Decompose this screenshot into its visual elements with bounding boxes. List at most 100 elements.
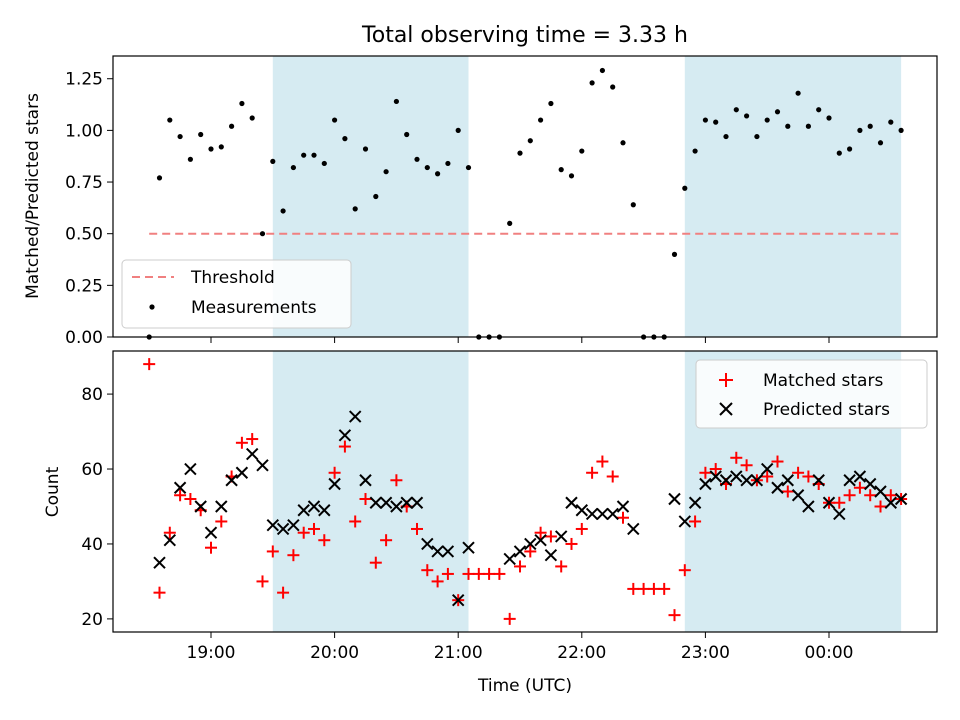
measurement-point [373, 193, 379, 200]
measurement-point [630, 202, 636, 208]
top-y-tick-label: 1.25 [65, 70, 103, 90]
predicted-star-marker [513, 545, 527, 558]
predicted-marker-b [534, 533, 547, 547]
measurement-point [548, 100, 554, 107]
predicted-star-marker [833, 507, 846, 521]
matched-star-marker [792, 466, 805, 479]
predicted-marker-b [163, 533, 177, 547]
predicted-star-marker [760, 462, 774, 476]
matched-star-marker [709, 463, 722, 476]
predicted-marker-b [668, 492, 681, 506]
predicted-star-marker [266, 519, 280, 532]
matched-star-marker [884, 489, 897, 502]
measurement-point [311, 152, 317, 158]
matched-star-marker [627, 582, 640, 595]
measurement-point [517, 150, 523, 156]
matched-star-marker [390, 474, 403, 487]
measurement-point [888, 119, 894, 125]
measurement-point [218, 144, 224, 150]
predicted-star-marker [740, 474, 753, 487]
predicted-star-marker [575, 504, 589, 517]
predicted-star-marker [163, 533, 177, 547]
predicted-marker-b [173, 481, 187, 494]
predicted-marker-b [256, 459, 269, 472]
predicted-marker-b [524, 537, 537, 551]
predicted-marker-b [585, 507, 599, 521]
matched-star-marker [184, 492, 197, 505]
predicted-star-marker [884, 496, 898, 509]
predicted-star-marker [369, 496, 383, 509]
measurement-point [713, 119, 719, 125]
predicted-marker-b [338, 429, 352, 442]
matched-star-marker [864, 489, 877, 502]
predicted-star-marker [421, 537, 434, 551]
measurement-point [671, 251, 678, 257]
measurement-point [877, 140, 884, 146]
predicted-marker-b [235, 466, 249, 479]
observing-window-band [272, 351, 469, 632]
predicted-marker-b [153, 556, 166, 569]
bottom-y-axis-label: Count [43, 466, 63, 517]
matched-star-marker [606, 470, 619, 483]
predicted-star-marker [791, 489, 805, 502]
predicted-star-marker [750, 474, 764, 487]
predicted-star-marker [853, 470, 867, 483]
matched-star-marker [359, 492, 372, 505]
measurement-point [847, 146, 853, 152]
predicted-star-marker [400, 496, 413, 509]
top-panel-ratio: Total observing time = 3.33 h 0.000.250.… [23, 23, 938, 348]
predicted-star-marker [184, 462, 197, 476]
matched-star-marker [277, 586, 290, 599]
predicted-star-marker [874, 485, 887, 498]
predicted-star-marker [585, 507, 599, 521]
matched-star-marker [297, 526, 310, 539]
predicted-star-marker [678, 515, 692, 528]
predicted-star-marker [462, 541, 475, 554]
measurement-point [424, 164, 430, 171]
predicted-marker-b [225, 474, 238, 487]
top-legend-box [121, 259, 352, 329]
measurement-point [249, 115, 255, 121]
measurement-point [321, 160, 327, 167]
matched-star-marker [699, 466, 712, 479]
predicted-star-marker [204, 526, 218, 539]
matched-star-marker [637, 582, 650, 595]
bottom-panel-counts: 19:00 20:00 21:00 22:00 23:00 00:00 20 40 60 80 C… [43, 350, 938, 696]
measurement-points [146, 67, 904, 340]
predicted-marker-b [554, 530, 568, 543]
matched-star-marker [349, 515, 362, 528]
predicted-star-marker [194, 500, 207, 513]
measurement-point [301, 152, 307, 158]
matched-star-marker [318, 534, 331, 547]
predicted-star-marker [153, 556, 166, 569]
matched-star-marker [235, 436, 248, 449]
measurement-point [867, 123, 873, 129]
measurement-point [826, 115, 832, 121]
predicted-star-marker [173, 481, 187, 494]
measurement-point [259, 231, 266, 237]
matched-star-marker [472, 567, 485, 580]
top-y-tick-label: 0.75 [65, 173, 103, 193]
threshold-legend-label: Threshold [190, 268, 275, 288]
predicted-marker-b [812, 474, 825, 487]
measurement-point [816, 107, 822, 113]
matched-star-marker [586, 466, 599, 479]
matched-star-marker [493, 567, 506, 580]
matched-star-marker [544, 530, 557, 543]
measurement-point [156, 175, 163, 181]
predicted-star-marker [215, 500, 228, 513]
predicted-star-marker [256, 459, 269, 472]
measurement-point [568, 173, 575, 179]
predicted-marker-b [616, 500, 630, 513]
predicted-star-marker [348, 410, 362, 423]
measurement-point [795, 90, 801, 96]
matched-star-marker [596, 455, 609, 468]
predicted-star-marker [812, 474, 825, 487]
predicted-marker-b [863, 477, 877, 491]
predicted-marker-b [730, 470, 743, 483]
predicted-marker-b [606, 507, 619, 521]
matched-star-marker [514, 560, 526, 573]
x-tick-label: 23:00 [681, 643, 730, 663]
matched-star-marker [411, 522, 423, 535]
predicted-legend-label: Predicted stars [763, 400, 890, 420]
